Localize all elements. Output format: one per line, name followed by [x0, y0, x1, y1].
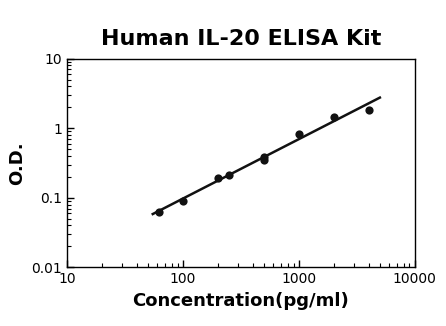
Point — [225, 172, 232, 177]
Point — [365, 107, 372, 112]
Point — [156, 210, 163, 215]
X-axis label: Concentration(pg/ml): Concentration(pg/ml) — [132, 292, 349, 310]
Point — [260, 154, 268, 159]
Y-axis label: O.D.: O.D. — [8, 141, 26, 185]
Point — [330, 114, 337, 120]
Point — [260, 157, 268, 163]
Point — [295, 132, 302, 137]
Point — [179, 198, 186, 203]
Point — [214, 175, 221, 180]
Title: Human IL-20 ELISA Kit: Human IL-20 ELISA Kit — [101, 29, 381, 49]
